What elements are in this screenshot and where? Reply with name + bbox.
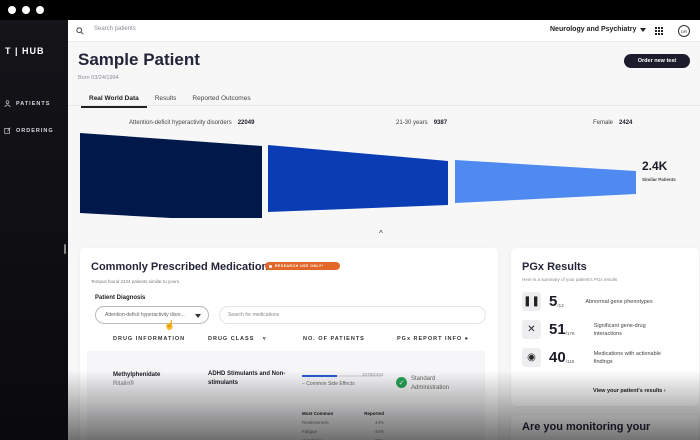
pgx-item-interactions: ✕ 51/178 Significant gene-drug interacti… (522, 320, 664, 339)
hand-cursor-icon: ☝ (164, 320, 176, 330)
chevron-down-icon (640, 27, 647, 32)
window-maximize-dot[interactable] (36, 6, 44, 14)
patient-diagnosis-label: Patient Diagnosis (95, 295, 146, 301)
pgx-item-actionable: ◉ 40/118 Medications with actionable fin… (522, 348, 664, 367)
tab-bar: Real World Data Results Reported Outcome… (81, 95, 259, 108)
page-title: Sample Patient (78, 50, 200, 69)
tab-real-world-data[interactable]: Real World Data (81, 95, 147, 108)
help-icon: ● (464, 336, 469, 342)
app-logo: T | HUB (5, 46, 45, 56)
similar-patients-label: Similar Patients (642, 177, 676, 182)
tab-results[interactable]: Results (154, 95, 177, 102)
filter-icon: ▿ (262, 336, 267, 342)
funnel-stat-sex: Female 2424 (593, 120, 633, 126)
specialty-label: Neurology and Psychiatry (550, 26, 637, 33)
window-close-dot[interactable] (8, 6, 16, 14)
birth-date: Born 03/24/1994 (78, 75, 119, 81)
sidebar-item-ordering[interactable]: ORDERING (4, 127, 54, 134)
sidebar-item-patients[interactable]: PATIENTS (4, 100, 50, 107)
collapse-chevron-up-icon[interactable]: ^ (379, 229, 383, 238)
window-minimize-dot[interactable] (22, 6, 30, 14)
funnel-segment-diagnosis (80, 133, 262, 218)
sidebar: T | HUB PATIENTS ORDERING (0, 20, 68, 440)
sidebar-resize-handle[interactable] (64, 244, 66, 254)
sidebar-item-label: ORDERING (16, 127, 54, 134)
diagnosis-dropdown[interactable]: Attention-deficit hyperactivity disor... (95, 306, 209, 324)
sidebar-item-label: PATIENTS (16, 100, 51, 107)
chevron-down-icon (195, 314, 201, 318)
tab-divider (68, 105, 700, 106)
bars-icon: ❚❚ (522, 292, 541, 311)
specialty-dropdown[interactable]: Neurology and Psychiatry (550, 26, 647, 33)
bottom-shadow-overlay (68, 370, 700, 440)
info-dot-icon (269, 264, 272, 268)
funnel-segment-sex (455, 160, 636, 203)
pgx-subtitle: Here is a summary of your patient's PGx … (522, 277, 618, 282)
medication-search-input[interactable]: Search for medications (219, 306, 486, 324)
research-use-badge: RESEARCH USE ONLY* (265, 262, 340, 270)
column-header-pgx[interactable]: PGx REPORT INFO ● (397, 336, 469, 342)
search-icon (76, 27, 84, 35)
user-icon (4, 100, 11, 107)
funnel-stat-age: 21-30 years 9387 (396, 120, 448, 126)
pgx-item-phenotypes: ❚❚ 5/13 Abnormal gene phenotypes (522, 292, 653, 311)
pgx-title: PGx Results (522, 261, 587, 273)
search-patients-input[interactable]: Search patients (94, 26, 136, 32)
column-header-drug-info[interactable]: DRUG INFORMATION (113, 336, 186, 342)
edit-icon (4, 127, 11, 134)
window-titlebar (0, 0, 700, 20)
apps-grid-icon[interactable] (655, 27, 663, 35)
funnel-segment-age (268, 145, 448, 212)
similar-patients-count: 2.4K (642, 159, 668, 173)
column-header-drug-class[interactable]: DRUG CLASS ▿ (208, 336, 267, 342)
medications-subtitle: Tempus found 2424 patients similar to yo… (91, 279, 181, 284)
tab-reported-outcomes[interactable]: Reported Outcomes (192, 95, 251, 102)
column-header-patients[interactable]: NO. OF PATIENTS (303, 336, 365, 342)
funnel-stat-diagnosis: Attention-deficit hyperactivity disorder… (129, 120, 255, 126)
top-bar: Search patients Neurology and Psychiatry… (68, 20, 700, 42)
order-new-test-button[interactable]: Order new test (624, 54, 690, 68)
eye-icon: ◉ (522, 348, 541, 367)
patient-funnel-chart (80, 133, 636, 218)
x-icon: ✕ (522, 320, 541, 339)
avatar[interactable]: DR (678, 25, 690, 37)
medications-title: Commonly Prescribed Medications (91, 261, 275, 273)
